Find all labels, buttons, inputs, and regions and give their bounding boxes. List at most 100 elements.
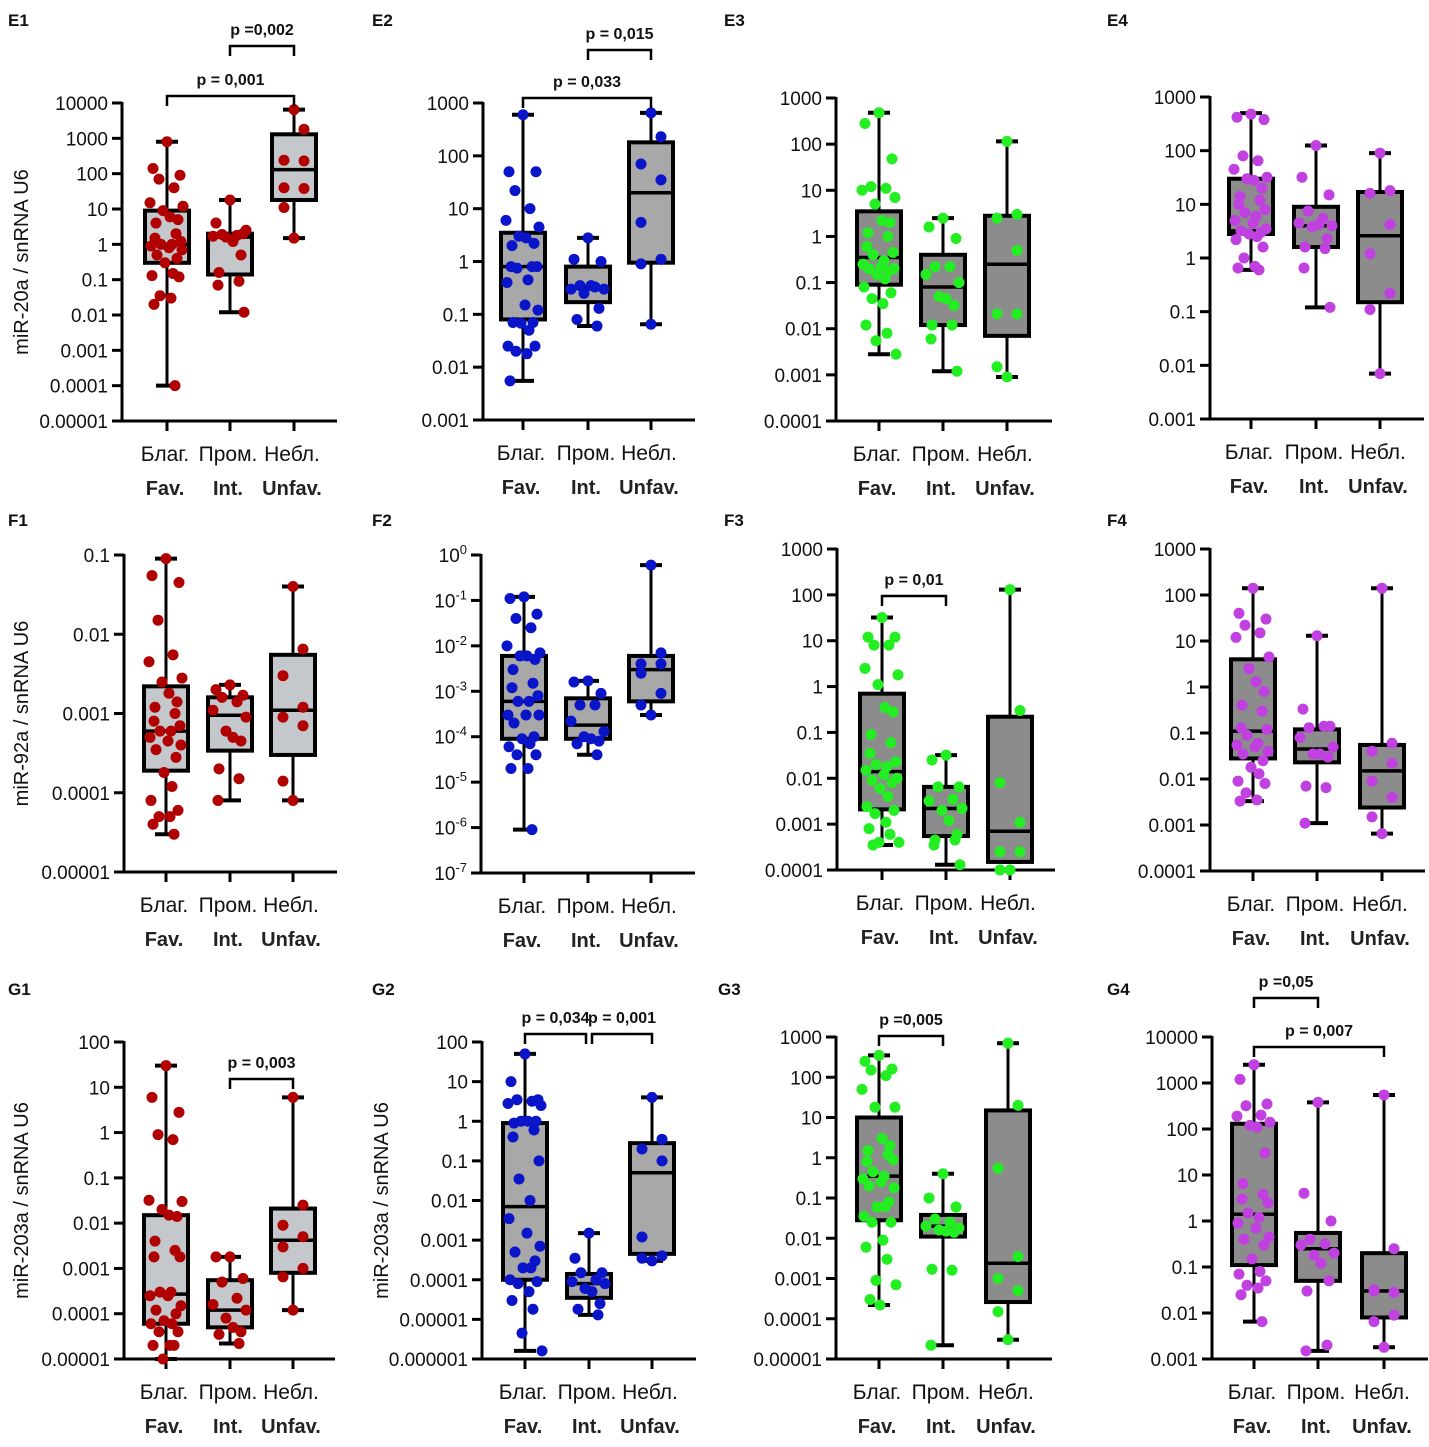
y-tick-label: 0.01 [785,320,822,341]
x-tick-label-en: Fav. [1233,1416,1272,1438]
data-point [213,763,225,775]
y-tick-label: 0.01 [73,625,110,646]
data-point [1230,631,1242,643]
data-point [1242,1207,1254,1219]
data-point [1261,171,1273,183]
data-point [878,769,890,781]
data-point [944,261,956,273]
y-tick-label: 0.01 [1159,356,1196,377]
x-tick-label-ru: Небл. [621,895,677,918]
data-point [886,777,898,789]
data-point [1231,1110,1243,1122]
data-point [1378,1341,1390,1353]
y-tick-label: 10 [801,181,822,202]
data-point [1012,1099,1024,1111]
data-point [598,283,610,295]
data-point [582,675,594,687]
box-2 [270,107,318,241]
x-tick-label-en: Fav. [503,930,542,952]
data-point [212,279,224,291]
data-point [509,1246,521,1258]
y-tick-label: 0.001 [421,411,469,432]
data-point [937,212,949,224]
data-point [1011,308,1023,320]
data-point [287,794,299,806]
y-tick-label: 1 [1187,1212,1198,1233]
data-point [520,709,532,721]
y-tick-label: 0.1 [442,1152,468,1173]
data-point [1318,720,1330,732]
points-2 [277,581,309,806]
data-point [147,1339,159,1351]
data-point [874,782,886,794]
data-point [1246,1253,1258,1265]
data-point [1239,207,1251,219]
data-point [865,729,877,741]
data-point [530,749,542,761]
data-point [860,764,872,776]
data-point [645,318,657,330]
axes: 10000 1000 100 10 1 0.1 0.01 0.001 0.0001 0.00001… [39,94,337,500]
significance-bracket: p = 0,034 [521,1010,590,1044]
data-point [656,1133,668,1145]
data-point [1245,108,1257,120]
x-tick-label-ru: Пром. [199,894,258,917]
data-point [177,200,189,212]
data-point [1325,1215,1337,1227]
data-point [566,1276,578,1288]
data-point [1259,204,1271,216]
x-tick-label-en: Fav. [145,1416,184,1438]
y-tick-label: 0.0001 [765,861,823,882]
data-point [288,104,300,116]
y-tick-label: 100 [439,542,467,567]
y-tick-label: 100 [790,135,822,156]
bracket-line [523,1032,588,1044]
data-point [870,335,882,347]
y-tick-label: 100 [437,147,469,168]
data-point [940,293,952,305]
y-tick-label: 1 [811,1149,822,1170]
iqr-box [1230,1121,1278,1268]
data-point [861,1156,873,1168]
data-point [1328,1247,1340,1259]
iqr-box [1360,1251,1408,1320]
panel-label: F3 [724,511,744,530]
data-point [883,639,895,651]
data-point [161,136,173,148]
data-point [1254,194,1266,206]
data-point [1251,794,1263,806]
data-point [574,699,586,711]
data-point [864,747,876,759]
axes: 1000 100 10 1 0.1 0.01 0.001 0.0001 Благ. Fav. Про… [764,89,1052,500]
data-point [1299,817,1311,829]
y-tick-label: 0.0001 [1138,862,1196,883]
data-point [636,1252,648,1264]
data-point [947,793,959,805]
data-point [1254,627,1266,639]
data-point [929,261,941,273]
x-tick-label-en: Int. [926,1416,956,1438]
data-point [501,277,513,289]
data-point [511,1094,523,1106]
x-tick-label-ru: Благ. [498,895,546,918]
iqr-box [919,252,967,328]
data-point [507,664,519,676]
data-point [925,1339,937,1351]
x-tick-label-ru: Небл. [263,1381,319,1404]
data-point [532,690,544,702]
data-point [943,815,955,827]
bracket-line [880,594,948,606]
data-point [1327,741,1339,753]
data-point [220,725,232,737]
y-tick-label: 0.01 [786,769,823,790]
data-point [173,576,185,588]
data-point [145,1318,157,1330]
points-1 [923,749,968,871]
data-point [500,214,512,226]
y-tick-label: 100 [76,165,108,186]
bracket-line [590,1032,654,1044]
x-tick-label-ru: Благ. [1225,441,1273,464]
data-point [1384,287,1396,299]
data-point [1366,775,1378,787]
data-point [883,265,895,277]
